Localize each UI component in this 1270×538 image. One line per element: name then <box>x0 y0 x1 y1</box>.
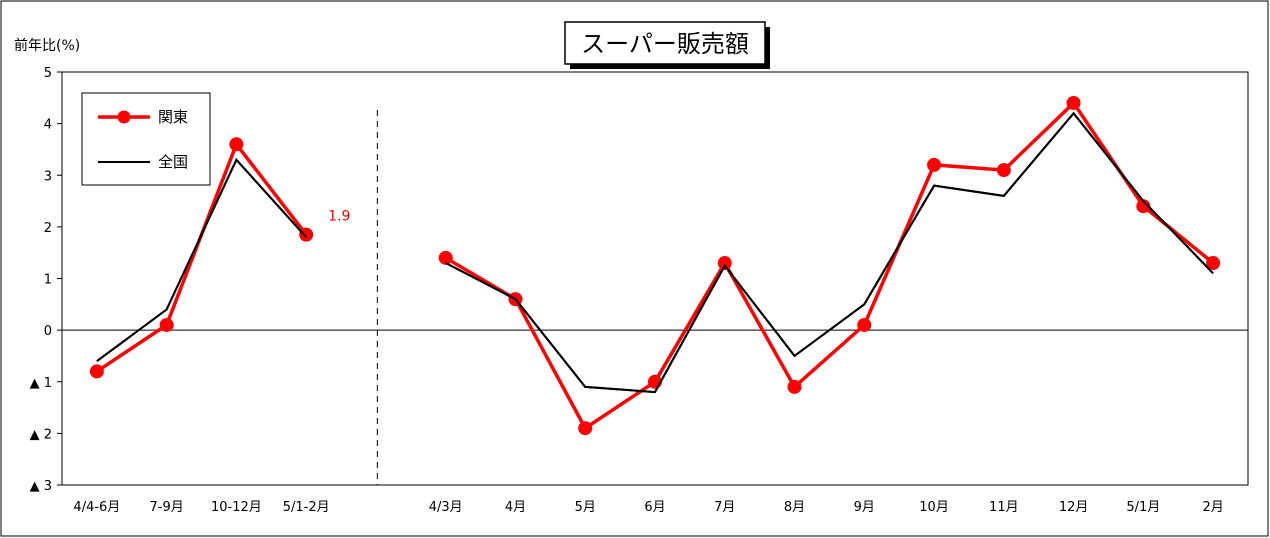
y-tick-label: 5 <box>44 66 52 81</box>
legend-swatch-kanto-marker <box>117 110 131 124</box>
series-point-kanto <box>927 157 942 172</box>
x-tick-label: 5月 <box>575 500 596 515</box>
series-point-kanto <box>89 364 104 379</box>
y-tick-label: ▲ 3 <box>30 479 52 494</box>
x-tick-label: 5/1月 <box>1126 500 1160 515</box>
data-label-annotation: 1.9 <box>328 209 350 225</box>
series-point-kanto <box>1206 256 1221 271</box>
y-tick-label: ▲ 1 <box>30 376 52 391</box>
x-tick-label: 2月 <box>1202 500 1223 515</box>
series-line-kanto <box>444 100 1215 431</box>
series-point-kanto <box>1066 95 1081 110</box>
series-point-kanto <box>1136 199 1151 214</box>
annotation-group: 1.9 <box>328 209 350 225</box>
x-tick-label: 4月 <box>505 500 526 515</box>
legend-label-kanto: 関東 <box>158 108 188 126</box>
series-line-zenkoku-overlay <box>445 111 1214 394</box>
series-point-kanto <box>857 317 872 332</box>
x-tick-label: 9月 <box>854 500 875 515</box>
x-tick-label: 6月 <box>644 500 665 515</box>
x-tick-label: 7月 <box>714 500 735 515</box>
x-axis-ticks: 4/4-6月 7-9月 10-12月 5/1-2月 4/3月 4月 5月 6月 7月 8月 9月 10… <box>73 500 1223 515</box>
x-tick-label: 11月 <box>989 500 1019 515</box>
series-point-kanto <box>438 250 453 265</box>
series-line-zenkoku-overlay <box>96 158 307 362</box>
legend: 関東 全国 <box>81 92 211 186</box>
series-point-kanto <box>299 227 314 242</box>
y-tick-label: 3 <box>44 169 52 184</box>
y-tick-label: 1 <box>44 273 52 288</box>
x-tick-label: 12月 <box>1059 500 1089 515</box>
series-group <box>89 95 1221 436</box>
x-tick-label: 7-9月 <box>150 500 184 515</box>
y-axis-ticks: 5 4 3 2 1 0 ▲ 1 ▲ 2 ▲ 3 <box>30 66 62 494</box>
series-point-kanto <box>578 421 593 436</box>
series-point-kanto <box>996 163 1011 178</box>
series-point-kanto <box>159 317 174 332</box>
y-tick-label: 2 <box>44 221 52 236</box>
series-point-kanto <box>717 256 732 271</box>
series-point-kanto <box>229 137 244 152</box>
chart-title-frame <box>564 21 766 65</box>
x-tick-label: 4/4-6月 <box>73 500 120 515</box>
x-tick-label: 8月 <box>784 500 805 515</box>
y-tick-label: 0 <box>44 324 52 339</box>
x-tick-label: 5/1-2月 <box>283 500 330 515</box>
x-tick-label: 10-12月 <box>211 500 262 515</box>
legend-frame <box>81 92 211 186</box>
legend-label-zenkoku: 全国 <box>158 153 188 171</box>
chart-title: スーパー販売額 <box>581 30 749 58</box>
x-tick-label: 4/3月 <box>429 500 463 515</box>
chart-title-box: スーパー販売額 <box>564 21 770 69</box>
y-tick-label: ▲ 2 <box>30 427 52 442</box>
y-axis-label: 前年比(%) <box>14 37 80 54</box>
series-point-kanto <box>787 379 802 394</box>
y-tick-label: 4 <box>44 118 52 133</box>
x-tick-label: 10月 <box>919 500 949 515</box>
